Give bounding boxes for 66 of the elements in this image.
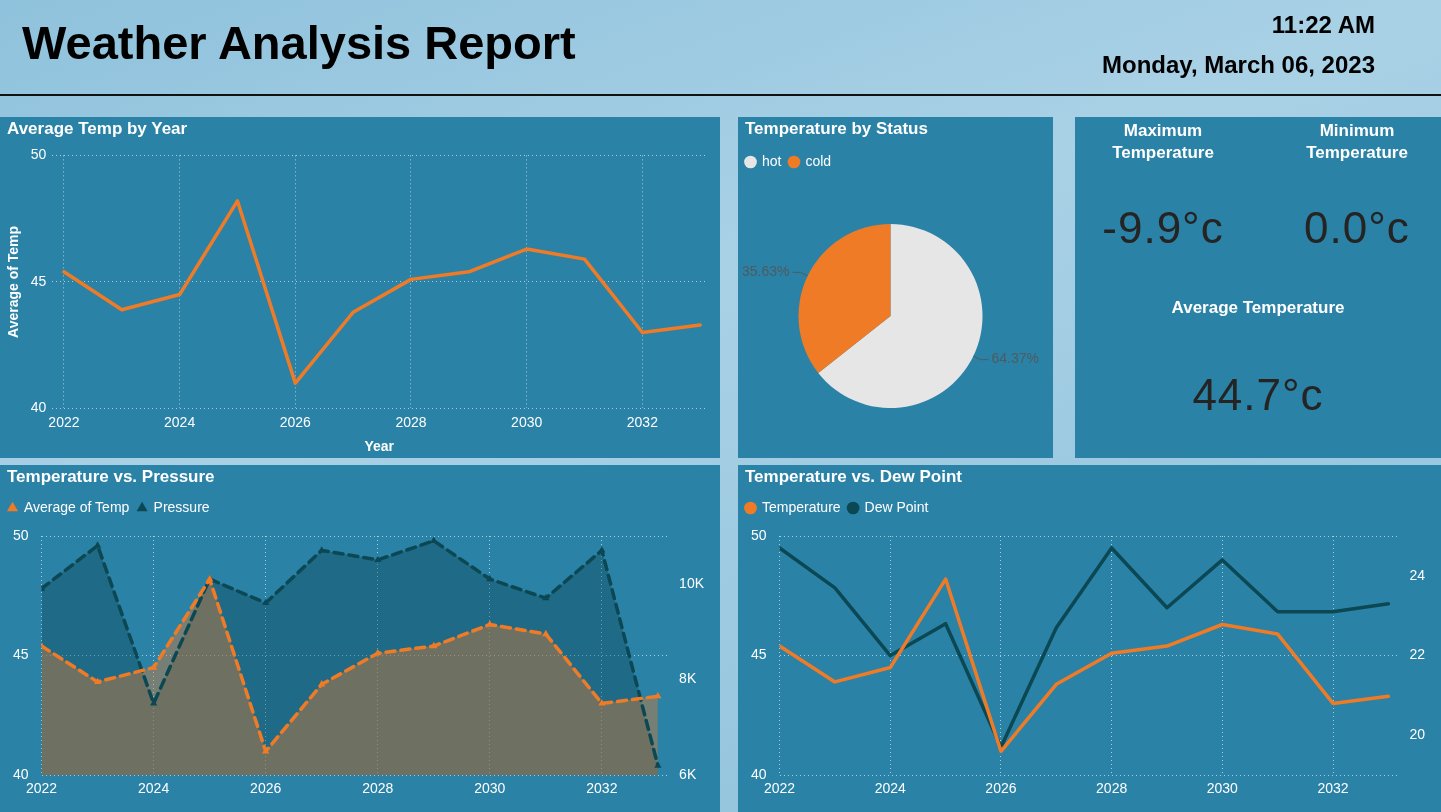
text: Average Temperature: [1170, 297, 1346, 319]
x-tick-label: 2028: [362, 780, 394, 797]
chart-title: Temperature by Status: [745, 118, 928, 140]
x-tick-label: 2024: [138, 780, 170, 797]
x-tick-label: 2026: [279, 413, 312, 430]
text: Maximum Temperature: [1111, 120, 1215, 164]
y-tick-label: 45: [750, 646, 767, 663]
point: [374, 555, 382, 563]
x-tick-label: 2032: [586, 780, 618, 797]
text: Monday, March 06, 2023: [1102, 51, 1375, 79]
text: 44.7°c: [1191, 369, 1325, 421]
y-tick-label: 50: [30, 146, 47, 163]
legend-label: Average of Temp: [24, 498, 130, 515]
text: 0.0°c: [1303, 202, 1411, 254]
point: [542, 629, 550, 637]
y2-tick-label: 8K: [679, 670, 697, 687]
x-tick-label: 2030: [474, 780, 506, 797]
text: 11:22 AM: [1271, 11, 1375, 39]
y2-tick-label: 22: [1409, 646, 1426, 663]
y2-tick-label: 20: [1409, 726, 1426, 743]
point: [486, 620, 494, 627]
y2-tick-label: 6K: [679, 766, 697, 783]
x-tick-label: 2028: [395, 413, 427, 430]
point: [654, 761, 662, 768]
text: Minimum Temperature: [1305, 120, 1409, 164]
x-tick-label: 2032: [1317, 780, 1349, 797]
legend-label: Pressure: [153, 498, 210, 515]
chart-title: Average Temp by Year: [7, 118, 188, 140]
y2-tick-label: 24: [1409, 566, 1426, 583]
data-label: 64.37%: [991, 350, 1039, 367]
legend-label: Temperature: [762, 498, 841, 515]
x-tick-label: 2022: [48, 413, 80, 430]
x-tick-label: 2026: [985, 780, 1017, 797]
text: Weather Analysis Report: [22, 16, 576, 70]
x-tick-label: 2028: [1096, 780, 1128, 797]
x-tick-label: 2026: [250, 780, 282, 797]
y-tick-label: 50: [750, 526, 767, 543]
x-axis-title: Year: [364, 438, 395, 455]
y-tick-label: 45: [30, 272, 47, 289]
y-tick-label: 50: [12, 526, 29, 543]
y-tick-label: 40: [12, 766, 29, 783]
point: [93, 677, 102, 685]
chart-title: Temperature vs. Pressure: [7, 466, 215, 488]
point: [598, 699, 606, 706]
x-tick-label: 2030: [511, 413, 543, 430]
data-label: 35.63%: [742, 263, 790, 280]
x-tick-label: 2024: [164, 413, 196, 430]
legend-label: cold: [805, 152, 832, 169]
point: [318, 680, 326, 687]
x-tick-label: 2024: [874, 780, 907, 797]
y-tick-label: 45: [12, 646, 29, 663]
legend-label: hot: [762, 152, 782, 169]
y-tick-label: 40: [30, 399, 47, 416]
chart-title: Temperature vs. Dew Point: [745, 466, 962, 488]
y2-tick-label: 10K: [679, 574, 705, 591]
legend-label: Dew Point: [864, 498, 929, 515]
x-tick-label: 2022: [25, 780, 58, 797]
y-tick-label: 40: [750, 766, 767, 783]
x-tick-label: 2032: [626, 413, 659, 430]
point: [262, 598, 270, 606]
text: -9.9°c: [1101, 202, 1225, 254]
x-tick-label: 2030: [1206, 780, 1239, 797]
point: [430, 641, 438, 649]
point: [374, 649, 382, 656]
y-axis-title: Average of Temp: [5, 225, 22, 338]
x-tick-label: 2022: [763, 780, 796, 797]
